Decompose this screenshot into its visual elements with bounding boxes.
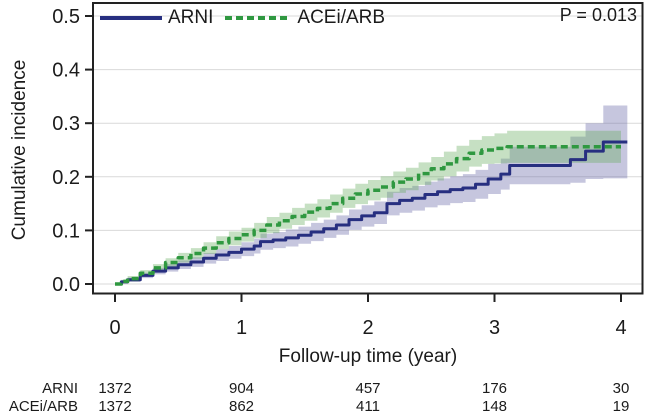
- legend: ARNI ACEi/ARB: [100, 6, 385, 30]
- legend-label-acei-arb: ACEi/ARB: [297, 7, 386, 28]
- y-tick-label: 0.4: [52, 60, 80, 82]
- y-tick-label: 0.3: [52, 113, 80, 135]
- x-tick-label: 3: [489, 317, 500, 339]
- legend-item-acei-arb: ACEi/ARB: [225, 7, 385, 29]
- acei-arb-confidence-band: [115, 124, 621, 284]
- acei-arb-line-swatch: [225, 16, 292, 20]
- y-axis-title: Cumulative incidence: [9, 59, 30, 241]
- y-tick-label: 0.0: [52, 274, 80, 296]
- x-axis-title: Follow-up time (year): [278, 346, 458, 367]
- y-tick-label: 0.5: [52, 6, 80, 28]
- arni-curve: [115, 140, 628, 286]
- y-tick-label: 0.1: [52, 220, 80, 242]
- arni-line-swatch: [100, 16, 162, 20]
- acei-arb-curve: [115, 145, 621, 286]
- y-tick-label: 0.2: [52, 167, 80, 189]
- x-tick-label: 2: [362, 317, 373, 339]
- x-tick-label: 0: [109, 317, 120, 339]
- x-tick-label: 4: [615, 317, 626, 339]
- x-tick-label: 1: [236, 317, 247, 339]
- p-value-annotation: P = 0.013: [559, 5, 637, 25]
- legend-item-arni: ARNI: [100, 7, 213, 29]
- legend-label-arni: ARNI: [168, 7, 214, 28]
